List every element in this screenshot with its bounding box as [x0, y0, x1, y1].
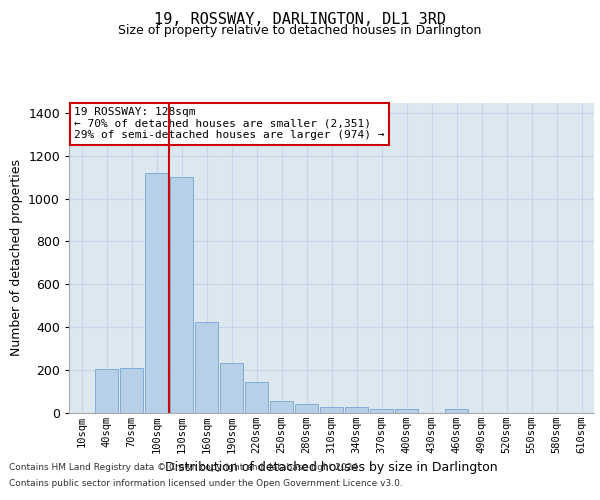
Bar	[170, 178, 193, 412]
Text: Size of property relative to detached houses in Darlington: Size of property relative to detached ho…	[118, 24, 482, 37]
Y-axis label: Number of detached properties: Number of detached properties	[10, 159, 23, 356]
Bar	[295, 404, 319, 412]
Bar	[269, 400, 293, 412]
Bar	[194, 322, 218, 412]
Bar	[395, 410, 418, 412]
Bar	[145, 173, 169, 412]
Text: Contains public sector information licensed under the Open Government Licence v3: Contains public sector information licen…	[9, 478, 403, 488]
Bar	[370, 410, 394, 412]
Text: Contains HM Land Registry data © Crown copyright and database right 2024.: Contains HM Land Registry data © Crown c…	[9, 464, 361, 472]
Text: 19, ROSSWAY, DARLINGTON, DL1 3RD: 19, ROSSWAY, DARLINGTON, DL1 3RD	[154, 12, 446, 28]
Bar	[320, 407, 343, 412]
Text: 19 ROSSWAY: 128sqm
← 70% of detached houses are smaller (2,351)
29% of semi-deta: 19 ROSSWAY: 128sqm ← 70% of detached hou…	[74, 107, 385, 140]
Bar	[245, 382, 268, 412]
Bar	[119, 368, 143, 412]
Bar	[95, 368, 118, 412]
X-axis label: Distribution of detached houses by size in Darlington: Distribution of detached houses by size …	[165, 461, 498, 474]
Bar	[445, 410, 469, 412]
Bar	[344, 407, 368, 412]
Bar	[220, 364, 244, 412]
